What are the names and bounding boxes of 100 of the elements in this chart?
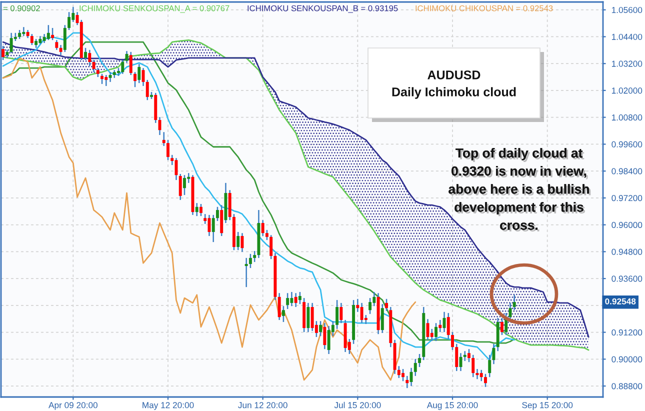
candlestick xyxy=(402,368,405,382)
candlestick xyxy=(178,173,182,201)
candlestick xyxy=(208,214,211,237)
candlestick xyxy=(216,206,219,222)
y-tick-label: 1.03200 xyxy=(612,60,642,67)
candlestick xyxy=(372,291,376,307)
candlestick xyxy=(508,302,512,321)
candlestick xyxy=(138,63,141,84)
candlestick xyxy=(240,232,244,253)
candlestick xyxy=(286,292,290,310)
candlestick xyxy=(340,302,343,324)
candlestick xyxy=(199,203,202,217)
candlestick xyxy=(310,302,314,332)
candlestick xyxy=(265,229,268,241)
y-tick-label: 1.02000 xyxy=(612,88,642,94)
candlestick xyxy=(166,139,170,161)
y-tick-label: 0.93600 xyxy=(612,276,642,282)
text: = 0.90902 xyxy=(3,5,40,12)
candlestick xyxy=(455,343,458,372)
candlestick xyxy=(162,131,166,147)
candlestick xyxy=(84,47,88,61)
candlestick xyxy=(51,27,54,41)
candlestick xyxy=(306,302,310,333)
candlestick xyxy=(397,365,400,379)
candlestick xyxy=(278,292,281,321)
candlestick xyxy=(59,44,62,56)
candlestick xyxy=(129,51,132,76)
candlestick xyxy=(463,350,466,362)
candlestick xyxy=(253,250,256,263)
candlestick xyxy=(55,39,58,51)
candlestick xyxy=(261,219,264,237)
annotation: 0.92548 xyxy=(605,298,636,304)
candlestick xyxy=(68,11,71,31)
candlestick xyxy=(380,303,384,334)
candlestick xyxy=(30,33,34,46)
candlestick xyxy=(187,172,190,184)
candlestick xyxy=(294,292,298,308)
y-tick-label: 0.90000 xyxy=(612,356,642,362)
y-tick-label: 1.04400 xyxy=(612,34,642,40)
candlestick xyxy=(146,79,149,101)
candlestick xyxy=(270,234,273,260)
y-tick-label: 1.05600 xyxy=(612,6,642,14)
candlestick xyxy=(323,322,326,350)
candlestick xyxy=(451,331,454,351)
annotation: Top of daily cloud at 0.9320 is now in view, above here is a bullish development for this cross. xyxy=(448,148,591,232)
y-tick-label: 1.00800 xyxy=(612,114,642,121)
x-tick-label: Aug 15 20:00 xyxy=(426,402,478,410)
candlestick xyxy=(480,369,483,382)
x-tick-label: Jun 12 20:00 xyxy=(238,402,288,408)
candlestick xyxy=(484,373,487,388)
candlestick xyxy=(183,174,186,196)
y-tick-label: 0.98400 xyxy=(612,168,642,174)
text: Daily Ichimoku cloud xyxy=(392,87,516,99)
candlestick xyxy=(46,24,50,41)
y-tick-label: 0.88800 xyxy=(612,383,642,390)
candlestick xyxy=(236,231,240,251)
candlestick xyxy=(195,202,198,217)
candlestick xyxy=(100,73,104,85)
text: ICHIMOKU SENKOUSPAN_B = 0.93195 xyxy=(248,5,398,13)
candlestick xyxy=(298,291,302,305)
x-tick-label: Sep 15 20:00 xyxy=(522,402,573,410)
y-tick-label: 0.99600 xyxy=(612,141,642,148)
candlestick xyxy=(22,26,26,37)
candlestick xyxy=(212,214,215,243)
candlestick xyxy=(104,74,108,87)
candlestick xyxy=(368,297,372,315)
x-tick-label: May 12 20:00 xyxy=(142,402,194,410)
candlestick xyxy=(410,367,413,387)
candlestick xyxy=(434,322,438,342)
text: ICHIMOKU CHIKOUSPAN = 0.92543 xyxy=(416,5,553,12)
candlestick xyxy=(360,302,364,324)
candlestick xyxy=(248,253,252,269)
candlestick xyxy=(385,298,388,312)
candlestick xyxy=(63,24,66,53)
candlestick xyxy=(438,319,442,333)
candlestick xyxy=(134,71,136,88)
candlestick xyxy=(92,59,96,73)
candlestick xyxy=(282,305,285,323)
candlestick xyxy=(327,325,330,355)
candlestick xyxy=(10,32,13,54)
candlestick xyxy=(121,59,124,75)
candlestick xyxy=(500,317,504,336)
candlestick xyxy=(488,354,492,378)
candlestick xyxy=(418,353,421,368)
y-tick-label: 0.96000 xyxy=(612,222,642,228)
candlestick xyxy=(108,71,112,83)
text: AUDUSD xyxy=(428,70,480,80)
candlestick xyxy=(446,312,450,340)
x-tick-label: Jul 15 20:00 xyxy=(334,402,381,408)
text: ICHIMOKU SENKOUSPAN_A = 0.90767 xyxy=(80,5,230,13)
candlestick xyxy=(88,49,92,67)
y-tick-label: 0.94800 xyxy=(612,248,642,255)
candlestick xyxy=(472,354,475,378)
candlestick xyxy=(319,320,322,337)
candlestick xyxy=(414,358,417,377)
candlestick xyxy=(336,299,339,330)
candlestick xyxy=(468,348,470,363)
candlestick xyxy=(290,291,294,307)
x-tick-label: Apr 09 20:00 xyxy=(48,402,98,410)
y-tick-label: 0.97200 xyxy=(612,195,642,202)
